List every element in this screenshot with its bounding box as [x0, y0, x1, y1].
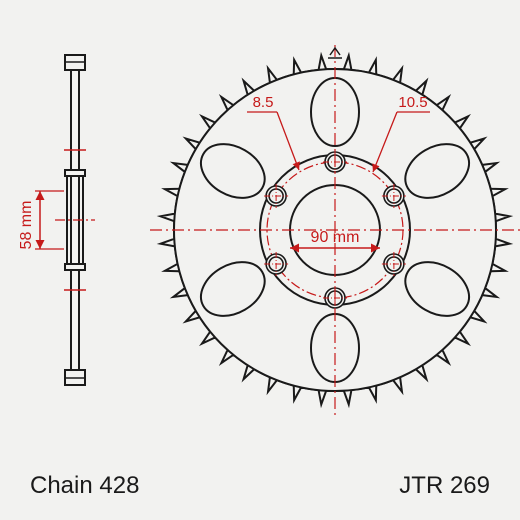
side-height-dim: 58 mm: [18, 201, 35, 250]
front-view: 90 mm 8.5 10.5: [150, 45, 520, 415]
side-view: 58 mm: [18, 55, 95, 385]
technical-drawing-svg: 58 mm 90 mm 8.5 10.5: [0, 0, 520, 520]
chain-label: Chain 428: [30, 472, 139, 500]
sprocket-diagram: { "type": "diagram", "part_number": "JTR…: [0, 0, 520, 520]
inner-diameter-dim: 90 mm: [311, 229, 360, 246]
svg-text:10.5: 10.5: [398, 94, 427, 111]
svg-text:8.5: 8.5: [253, 94, 274, 111]
part-number: JTR 269: [399, 472, 490, 500]
